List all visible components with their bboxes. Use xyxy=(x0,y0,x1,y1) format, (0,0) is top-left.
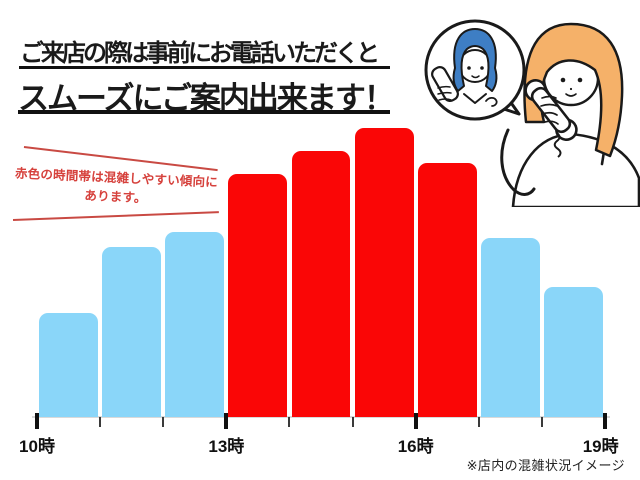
bar-14時 xyxy=(291,151,351,417)
customer-phone-icon xyxy=(524,78,578,142)
axis-tick-minor xyxy=(351,417,354,427)
customer-eye-left xyxy=(560,77,566,83)
bar-17時 xyxy=(480,237,540,417)
heading-underline-2 xyxy=(18,110,390,114)
axis-tick-minor xyxy=(162,417,165,427)
axis-tick-minor xyxy=(477,417,480,427)
staff-hand xyxy=(437,85,452,101)
customer-hair xyxy=(523,22,624,158)
axis-label-10時: 10時 xyxy=(19,437,55,456)
bar-16時 xyxy=(417,162,477,417)
bar-11時 xyxy=(102,246,162,417)
annotation-rule-bottom xyxy=(12,211,219,221)
chart-footnote: ※店内の混雑状況イメージ xyxy=(466,458,625,473)
staff-speech-bubble xyxy=(424,19,526,121)
bar-18時 xyxy=(543,286,603,417)
staff-illustration xyxy=(431,28,498,107)
axis-label-19時: 19時 xyxy=(582,437,619,456)
heading-underline-1 xyxy=(19,66,390,69)
customer-body xyxy=(511,132,640,207)
staff-hair xyxy=(452,28,498,92)
customer-arm xyxy=(500,128,536,196)
axis-tick-minor xyxy=(99,417,102,427)
bar-10時 xyxy=(39,312,98,417)
customer-eye-right xyxy=(577,77,583,83)
customer-illustration xyxy=(500,22,640,207)
axis-tick-major xyxy=(224,413,229,429)
staff-collar xyxy=(463,93,487,104)
axis-tick-minor xyxy=(288,417,291,427)
staff-smile xyxy=(471,75,480,79)
staff-eye-left xyxy=(467,66,471,70)
bar-12時 xyxy=(165,232,225,417)
phone-call-illustration xyxy=(424,19,640,207)
customer-smile xyxy=(565,93,577,97)
phone-cord xyxy=(553,132,562,158)
axis-tick-minor xyxy=(540,417,543,427)
bar-13時 xyxy=(228,174,288,417)
staff-eye-right xyxy=(480,66,484,70)
heading-line1: ご来店の際は事前にお電話いただくと xyxy=(20,40,380,67)
axis-label-16時: 16時 xyxy=(397,437,434,456)
bar-15時 xyxy=(354,128,414,417)
axis-label-13時: 13時 xyxy=(208,437,245,456)
customer-hand xyxy=(540,95,559,125)
staff-hand-right xyxy=(485,96,498,107)
axis-tick-major xyxy=(413,413,418,429)
customer-nose xyxy=(569,87,573,91)
annotation-busy-note: 赤色の時間帯は混雑しやすい傾向に あります。 xyxy=(7,164,225,212)
axis-tick-major xyxy=(35,413,39,429)
axis-tick-major xyxy=(602,413,607,429)
